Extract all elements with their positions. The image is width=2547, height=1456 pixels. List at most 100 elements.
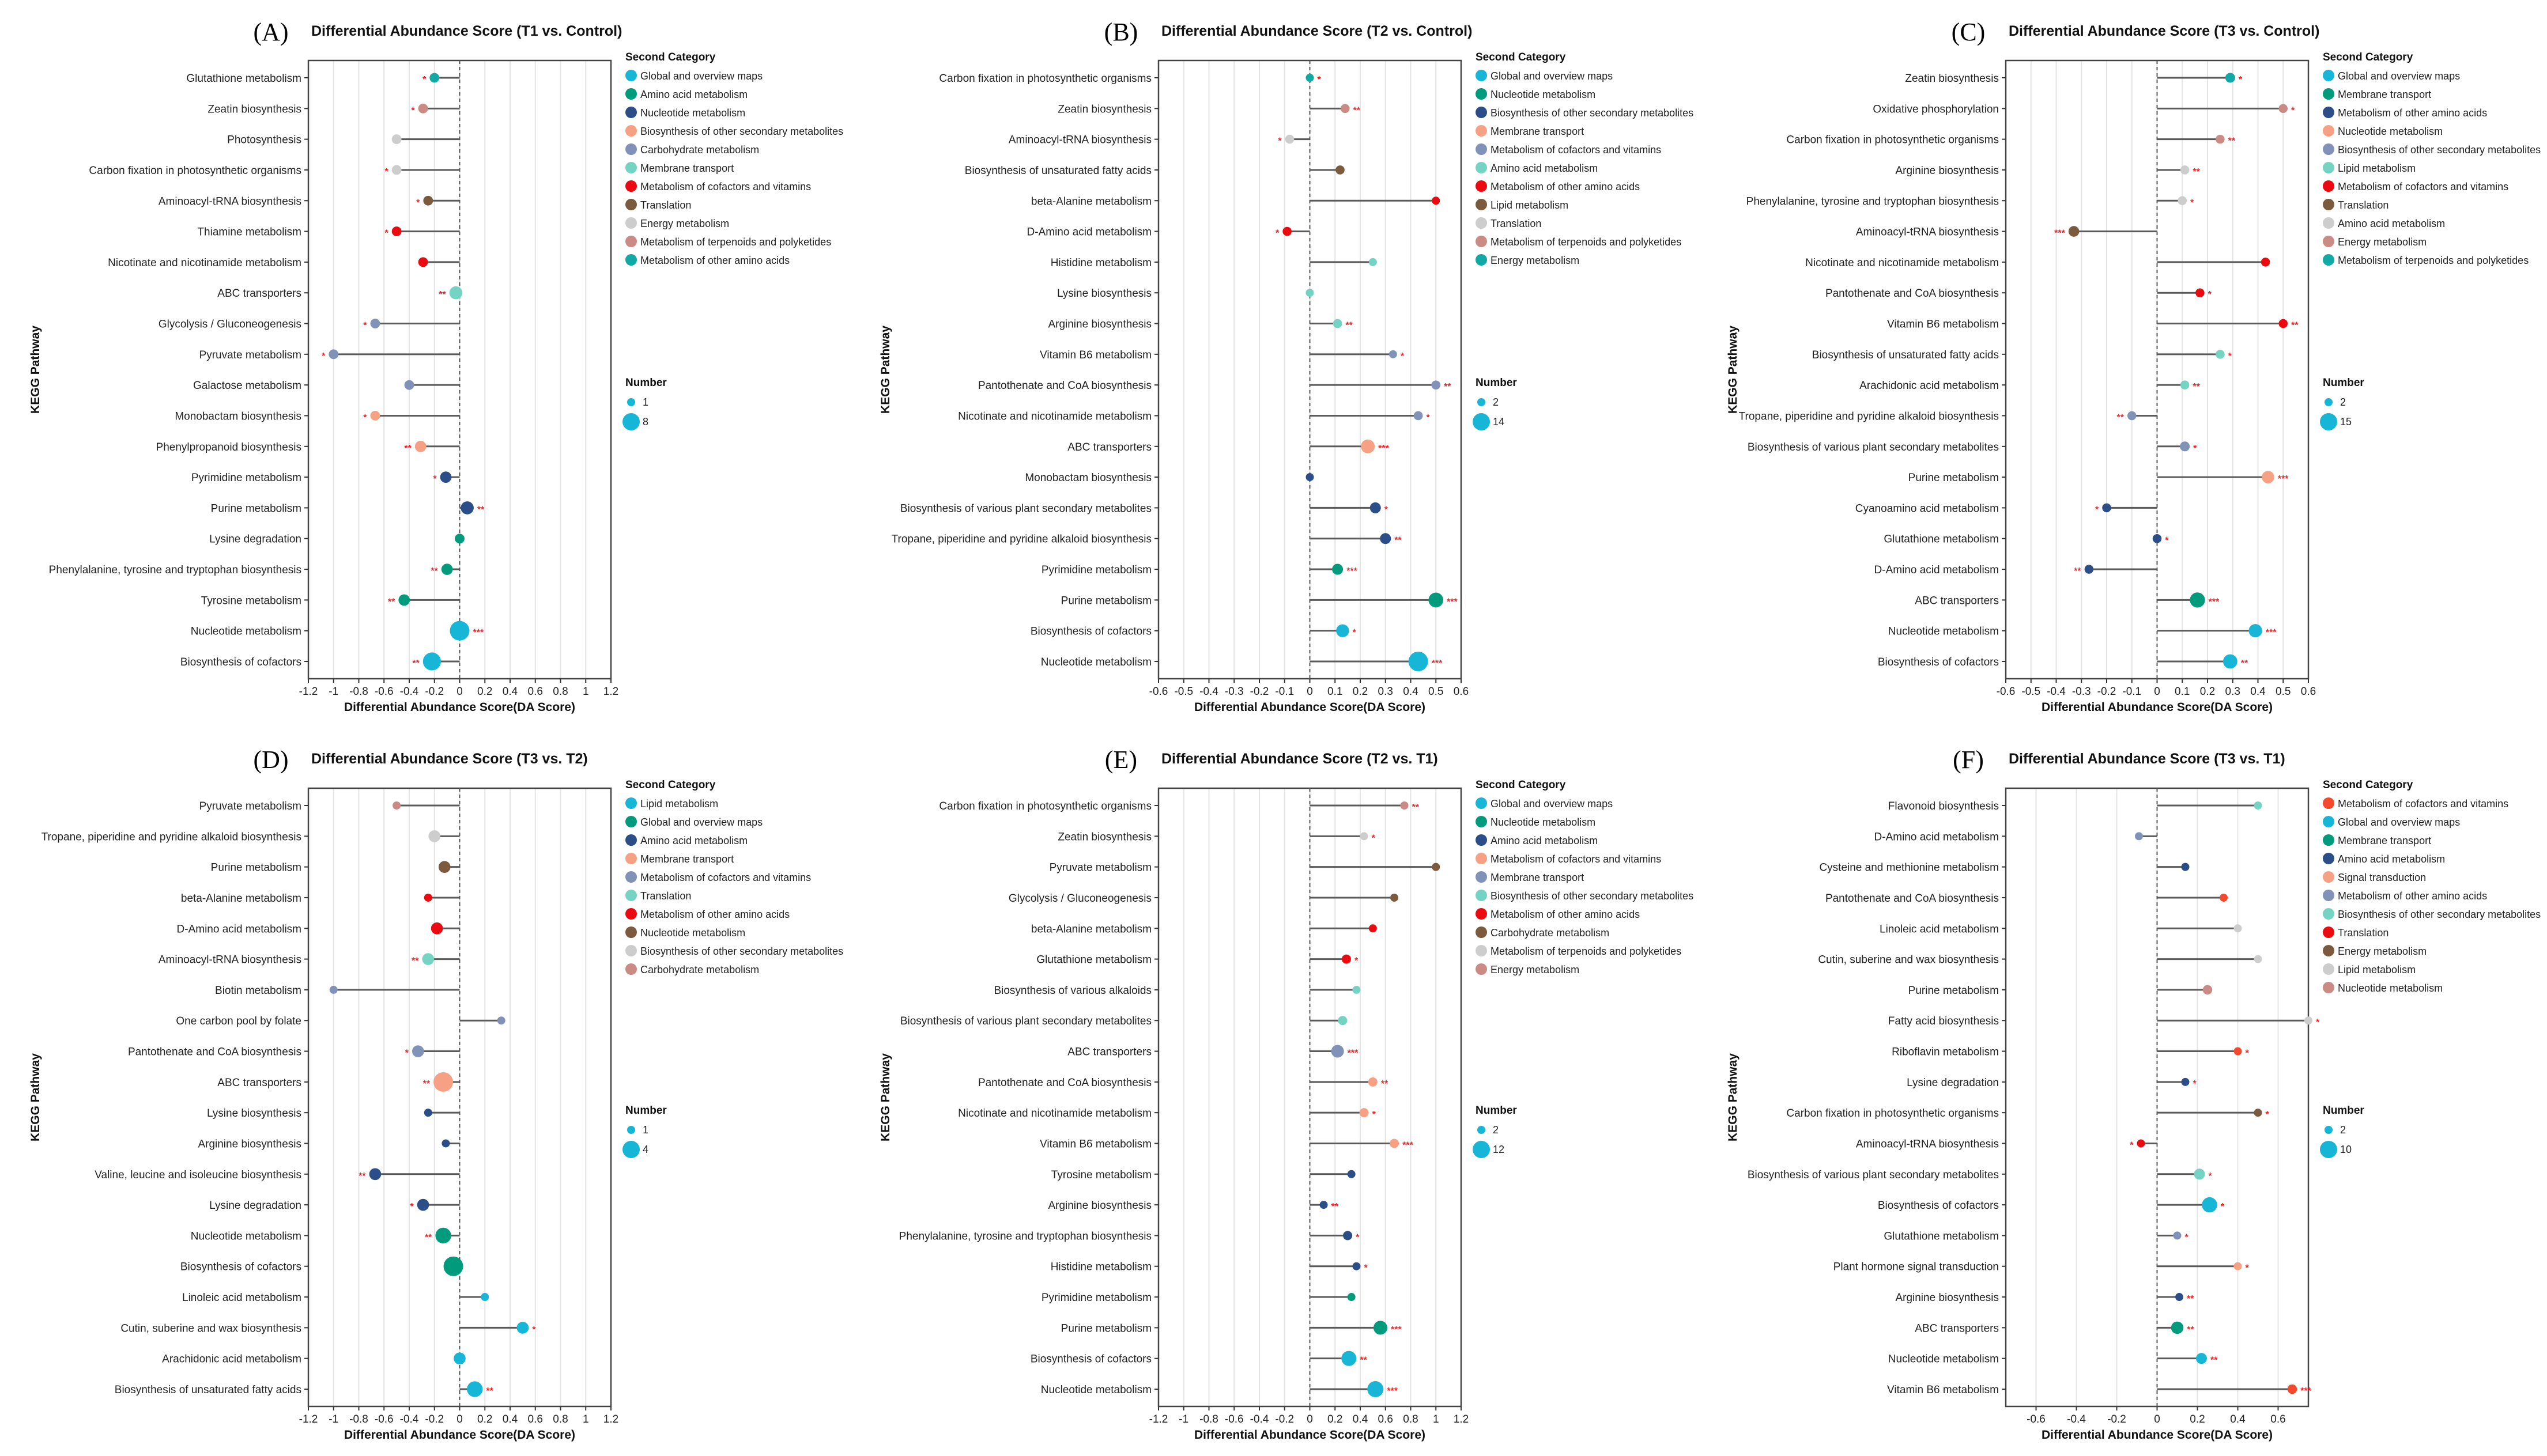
x-tick-label: -0.1 bbox=[1275, 686, 1294, 698]
x-tick-label: -0.4 bbox=[1250, 1413, 1269, 1425]
significance-stars: ** bbox=[2291, 321, 2299, 331]
lollipop-point bbox=[2180, 165, 2190, 175]
lollipop-point bbox=[1285, 134, 1295, 144]
size-legend-min: 1 bbox=[643, 1124, 648, 1136]
legend-item-label: Global and overview maps bbox=[640, 70, 763, 82]
pathway-label: Lysine degradation bbox=[1907, 1077, 1999, 1089]
x-tick-label: 0.4 bbox=[1353, 1413, 1368, 1425]
significance-stars: ** bbox=[2193, 167, 2200, 177]
lollipop-point bbox=[2233, 924, 2242, 933]
pathway-label: beta-Alanine metabolism bbox=[181, 892, 301, 905]
x-tick-label: 0.6 bbox=[2301, 686, 2316, 698]
legend-swatch bbox=[625, 107, 637, 118]
legend-item-label: Energy metabolism bbox=[1491, 255, 1579, 266]
lollipop-point bbox=[424, 893, 432, 902]
size-legend-small bbox=[1477, 1126, 1485, 1134]
lollipop-point bbox=[1368, 1077, 1378, 1087]
pathway-label: Glutathione metabolism bbox=[1036, 954, 1152, 966]
pathway-label: Carbon fixation in photosynthetic organi… bbox=[1786, 134, 1999, 146]
y-axis-label: KEGG Pathway bbox=[879, 326, 892, 414]
x-axis-label: Differential Abundance Score(DA Score) bbox=[1194, 1428, 1425, 1442]
lollipop-point bbox=[1432, 863, 1440, 871]
legend-swatch bbox=[625, 162, 637, 173]
legend-swatch bbox=[2323, 125, 2334, 137]
pathway-label: Nucleotide metabolism bbox=[1888, 626, 1999, 638]
pathway-label: Zeatin biosynthesis bbox=[1058, 831, 1152, 843]
legend-item-label: Metabolism of other amino acids bbox=[2338, 890, 2487, 902]
pathway-label: Zeatin biosynthesis bbox=[207, 103, 301, 115]
legend-item-label: Global and overview maps bbox=[1491, 798, 1613, 810]
lollipop-point bbox=[2195, 288, 2205, 297]
pathway-label: Aminoacyl-tRNA biosynthesis bbox=[159, 195, 301, 207]
legend-item-label: Metabolism of other amino acids bbox=[640, 255, 790, 266]
lollipop-point bbox=[2262, 471, 2274, 483]
pathway-label: Flavonoid biosynthesis bbox=[1888, 800, 1999, 812]
legend-item-label: Signal transduction bbox=[2338, 872, 2426, 883]
lollipop-point bbox=[2278, 319, 2288, 328]
significance-stars: ** bbox=[2187, 1294, 2194, 1304]
pathway-label: Valine, leucine and isoleucine biosynthe… bbox=[95, 1169, 301, 1181]
pathway-label: Biosynthesis of various plant secondary … bbox=[900, 1015, 1152, 1027]
legend-title: Second Category bbox=[625, 51, 716, 63]
lollipop-point bbox=[1369, 502, 1381, 513]
x-tick-label: 0 bbox=[2154, 686, 2160, 698]
legend-item-label: Amino acid metabolism bbox=[640, 89, 748, 100]
x-tick-label: 1 bbox=[1433, 1413, 1439, 1425]
legend-swatch bbox=[2323, 963, 2334, 975]
significance-stars: * bbox=[2190, 198, 2194, 207]
legend-item-label: Metabolism of cofactors and vitamins bbox=[2338, 798, 2508, 810]
x-tick-label: 0.1 bbox=[1327, 686, 1342, 698]
legend-swatch bbox=[1476, 180, 1487, 192]
legend-swatch bbox=[2323, 199, 2334, 210]
size-legend-small bbox=[627, 398, 635, 406]
legend-title: Second Category bbox=[1476, 779, 1566, 791]
pathway-label: Biosynthesis of various alkaloids bbox=[994, 985, 1152, 997]
lollipop-point bbox=[370, 411, 380, 421]
pathway-label: Glycolysis / Gluconeogenesis bbox=[159, 319, 301, 331]
legend-swatch bbox=[2323, 107, 2334, 118]
size-legend-title: Number bbox=[625, 377, 667, 389]
legend-item-label: Metabolism of cofactors and vitamins bbox=[640, 872, 811, 883]
size-legend-max: 4 bbox=[643, 1144, 648, 1155]
legend-item-label: Membrane transport bbox=[640, 853, 734, 865]
legend-title: Second Category bbox=[2323, 779, 2413, 791]
legend-swatch bbox=[625, 926, 637, 938]
lollipop-point bbox=[431, 922, 443, 935]
legend-swatch bbox=[2323, 180, 2334, 192]
pathway-label: Aminoacyl-tRNA biosynthesis bbox=[1856, 226, 1999, 239]
lollipop-point bbox=[417, 1198, 429, 1211]
pathway-label: Biosynthesis of various plant secondary … bbox=[900, 502, 1152, 515]
lollipop-point bbox=[414, 440, 427, 452]
chart-title: Differential Abundance Score (T3 vs. T1) bbox=[2009, 751, 2285, 767]
legend-item-label: Translation bbox=[1491, 218, 1541, 229]
pathway-label: Riboflavin metabolism bbox=[1892, 1046, 1999, 1058]
significance-stars: * bbox=[384, 229, 388, 239]
legend-item-label: Metabolism of other amino acids bbox=[1491, 181, 1640, 192]
chart-panel: (A) Differential Abundance Score (T1 vs. … bbox=[29, 18, 843, 714]
legend-swatch bbox=[625, 853, 637, 864]
lollipop-point bbox=[1341, 954, 1351, 964]
lollipop-point bbox=[2181, 1077, 2190, 1086]
lollipop-point bbox=[481, 1293, 489, 1302]
pathway-label: Carbon fixation in photosynthetic organi… bbox=[939, 73, 1152, 85]
lollipop-point bbox=[1343, 1231, 1353, 1241]
x-tick-label: -0.2 bbox=[2097, 686, 2116, 698]
pathway-label: Phenylalanine, tyrosine and tryptophan b… bbox=[49, 564, 301, 576]
legend-swatch bbox=[2323, 143, 2334, 155]
pathway-label: Phenylalanine, tyrosine and tryptophan b… bbox=[1746, 195, 1999, 207]
significance-stars: *** bbox=[2300, 1386, 2311, 1396]
lollipop-point bbox=[2084, 565, 2094, 574]
chart-panel: (F) Differential Abundance Score (T3 vs. … bbox=[1726, 746, 2541, 1442]
legend-item-label: Nucleotide metabolism bbox=[2338, 126, 2443, 137]
legend-swatch bbox=[1476, 143, 1487, 155]
pathway-label: ABC transporters bbox=[217, 288, 301, 300]
legend-swatch bbox=[625, 199, 637, 210]
pathway-label: Glutathione metabolism bbox=[186, 73, 301, 85]
x-tick-label: 0.2 bbox=[1327, 1413, 1342, 1425]
legend-swatch bbox=[2323, 88, 2334, 100]
lollipop-point bbox=[443, 1256, 463, 1276]
lollipop-point bbox=[369, 1168, 382, 1181]
significance-stars: *** bbox=[1432, 659, 1443, 668]
size-legend-max: 15 bbox=[2340, 416, 2352, 428]
significance-stars: ** bbox=[1412, 803, 1420, 812]
